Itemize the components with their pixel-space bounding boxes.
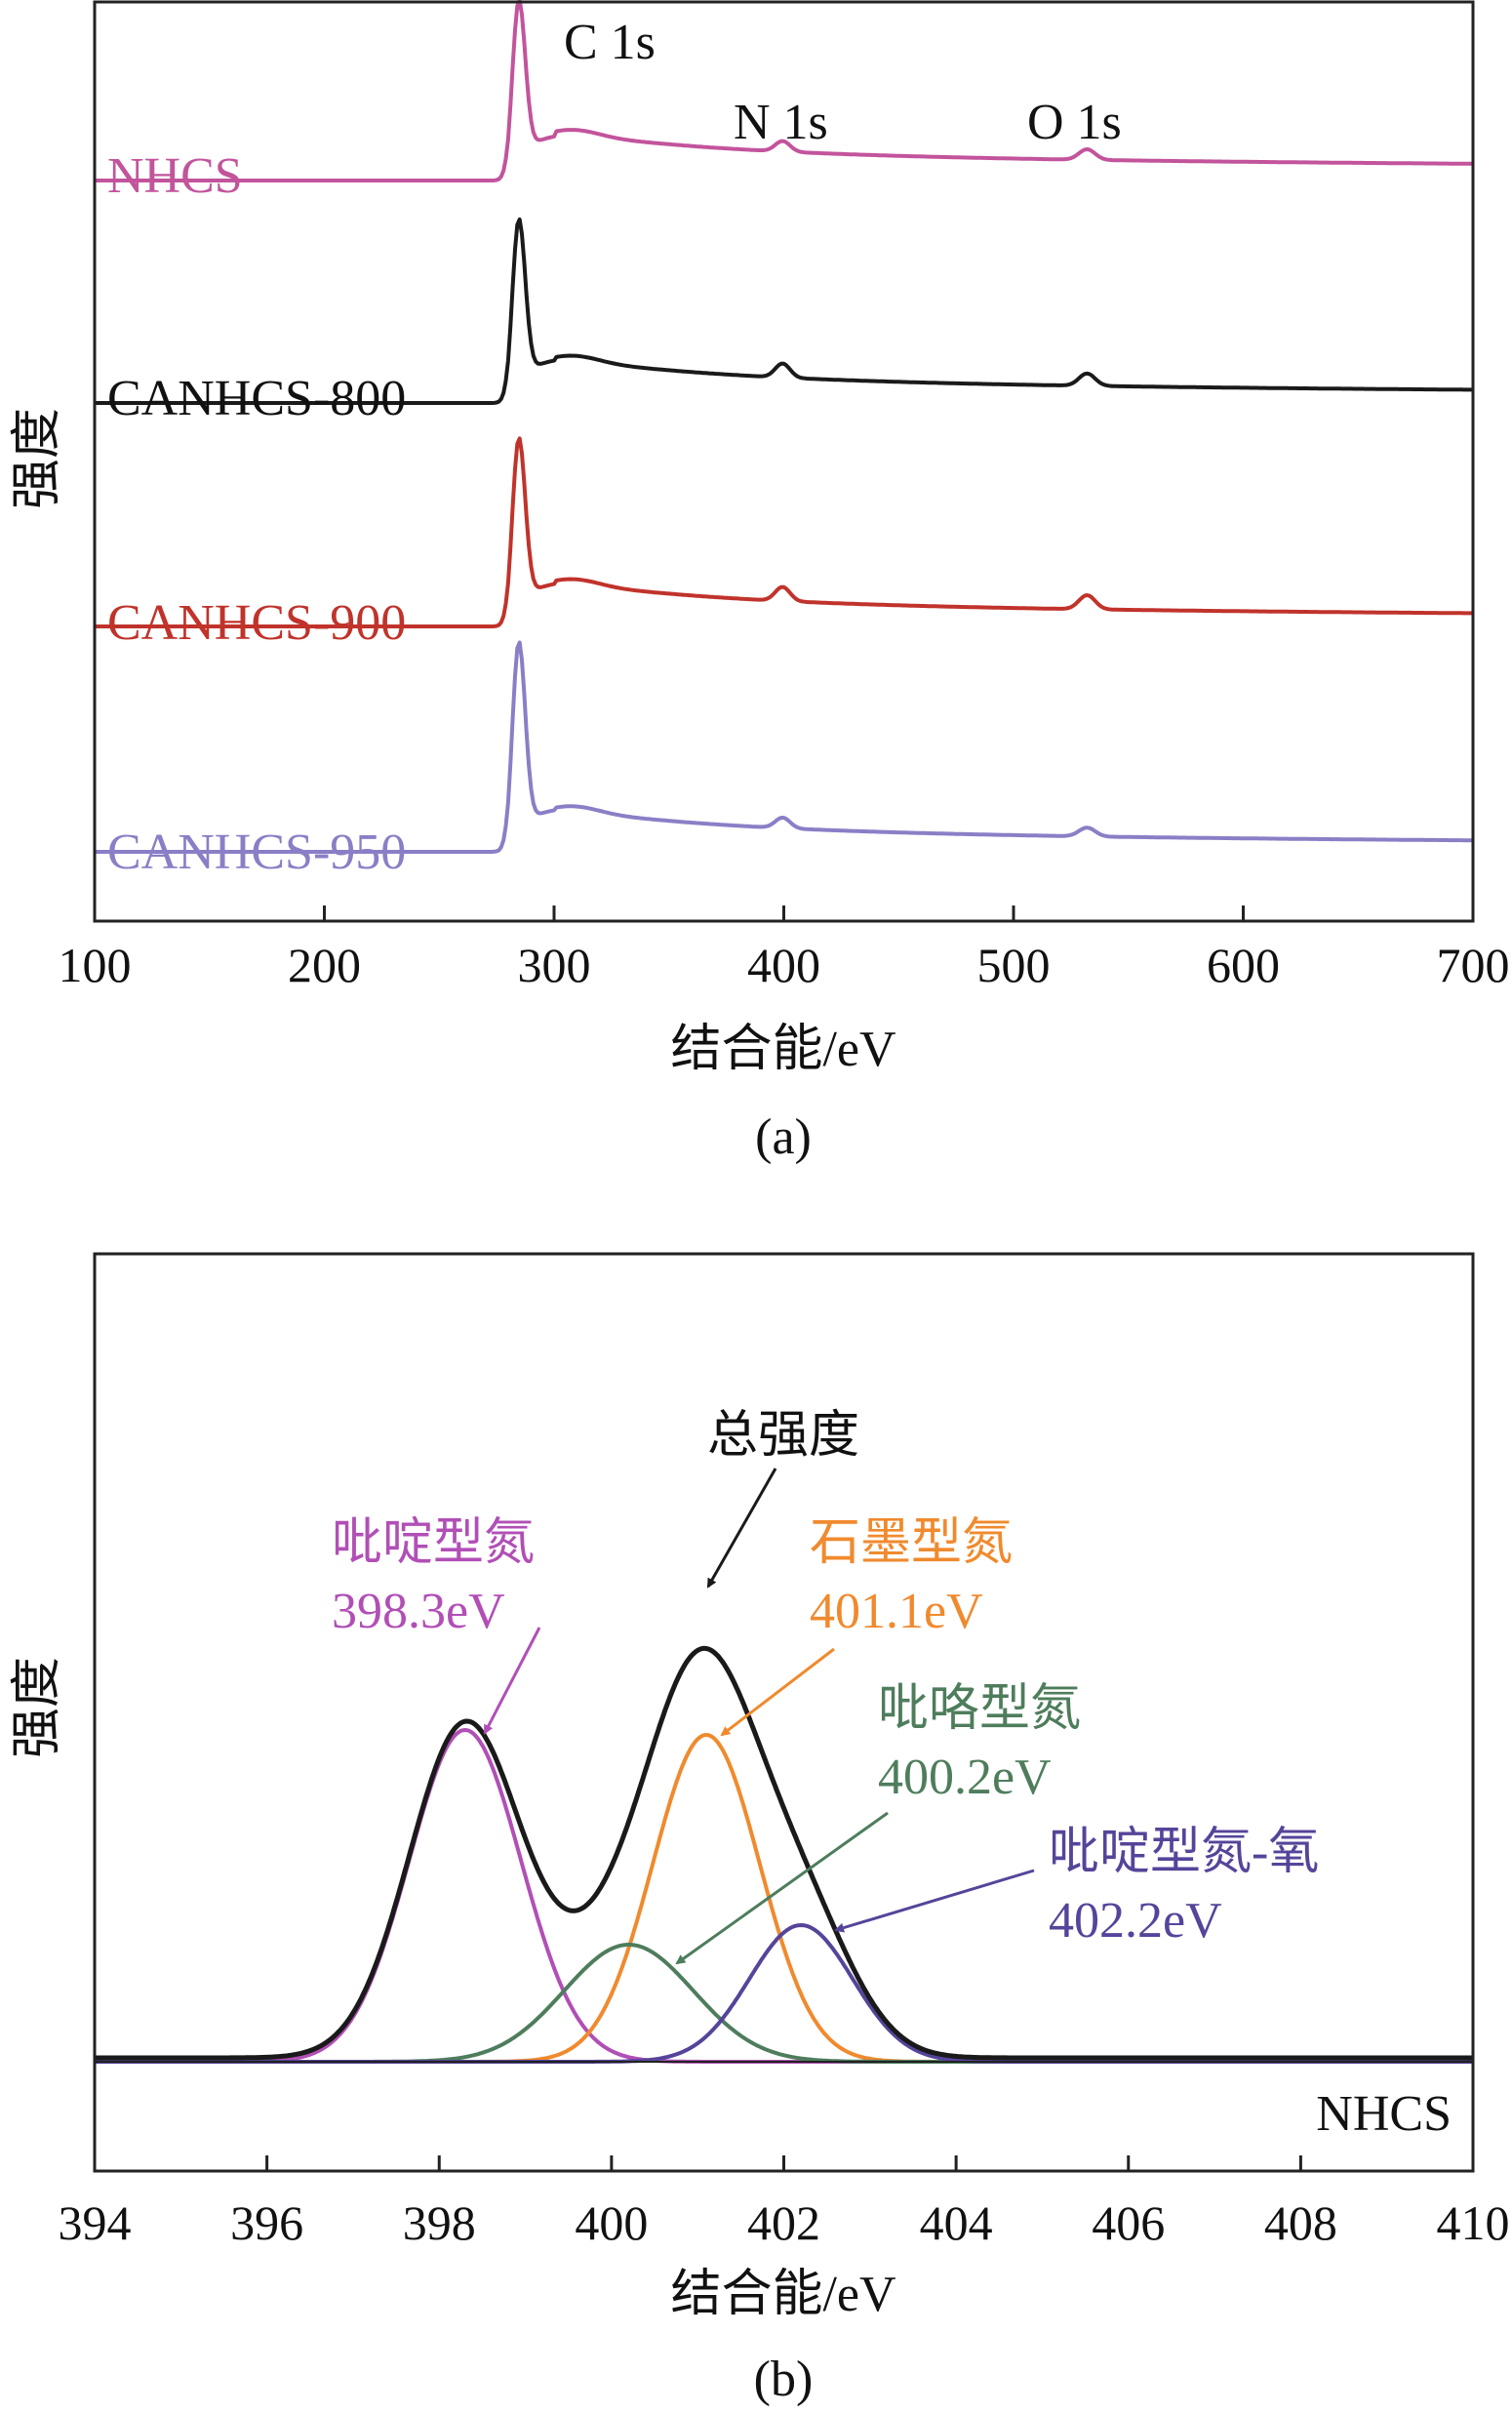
panel-b-x-axis-title: 结合能/eV	[670, 2267, 895, 2322]
label-pyrrolic-n: 吡咯型氮	[878, 1681, 1081, 1737]
panel-a-x-tick-label-700: 700	[1437, 938, 1510, 992]
label-graphitic-n: 石墨型氮	[810, 1515, 1013, 1571]
label-pyridinic-n-energy: 398.3eV	[332, 1584, 505, 1639]
panel-b-x-tick-label-398: 398	[403, 2195, 476, 2250]
panel-b-x-tick-label-408: 408	[1264, 2195, 1337, 2250]
panel-b-x-tick-label-400: 400	[575, 2195, 648, 2250]
series-line-pyridinic-n	[94, 1728, 1474, 2064]
label-pyridinic-n-oxide-energy: 402.2eV	[1049, 1893, 1222, 1949]
panel-a-x-tick-label-500: 500	[977, 938, 1051, 992]
panel-a-x-tick-label-200: 200	[288, 938, 361, 992]
label-pyridinic-n-oxide: 吡啶型氮-氧	[1049, 1825, 1319, 1880]
arrow-graphitic-n	[720, 1647, 835, 1737]
panel-b-x-tick-label-396: 396	[230, 2195, 303, 2250]
panel-b-y-axis-title: 强度	[10, 1657, 65, 1758]
panel-b-frame	[93, 1252, 1475, 2173]
panel-b-x-tick-label-406: 406	[1092, 2195, 1165, 2250]
panel-b-label: (b)	[754, 2352, 814, 2407]
sample-label-nhcs: NHCS	[1316, 2086, 1452, 2142]
series-label-canhcs-800: CANHCS-800	[107, 371, 406, 426]
series-label-canhcs-950: CANHCS-950	[107, 825, 406, 880]
panel-b-x-tick-label-394: 394	[59, 2195, 132, 2250]
series-line-nhcs	[95, 0, 1473, 182]
label-pyridinic-n: 吡啶型氮	[332, 1515, 535, 1571]
panel-b-x-tick-label-404: 404	[920, 2195, 993, 2250]
series-label-canhcs-900: CANHCS-900	[107, 595, 406, 651]
label-pyrrolic-n-energy: 400.2eV	[878, 1750, 1052, 1805]
series-line-canhcs-900	[95, 436, 1473, 628]
panel-a-x-tick-label-300: 300	[518, 938, 591, 992]
series-label-nhcs: NHCS	[107, 148, 243, 204]
series-line-canhcs-950	[95, 640, 1473, 854]
label-total-intensity: 总强度	[707, 1408, 859, 1464]
series-line-total-intensity	[94, 1645, 1474, 2061]
panel-b-x-tick-label-402: 402	[747, 2195, 820, 2250]
arrow-pyrrolic-n	[675, 1811, 889, 1965]
series-line-pyrrolic-n	[94, 1943, 1474, 2064]
panel-a-x-tick-label-100: 100	[59, 938, 132, 992]
panel-a-x-tick-label-600: 600	[1207, 938, 1280, 992]
panel-b: 394 396 398 400 402 404 406 408 410 总强度 吡啶型氮 398…	[10, 1252, 1510, 2407]
panel-a: 100 200 300 400 500 600 700 C 1s N 1s O 1s NHC…	[10, 0, 1510, 1165]
peak-label-c1s: C 1s	[564, 15, 656, 70]
panel-b-x-tick-label-410: 410	[1437, 2195, 1510, 2250]
panel-a-x-tick-label-400: 400	[747, 938, 820, 992]
arrow-total-intensity	[706, 1468, 777, 1589]
arrow-pyridinic-n	[483, 1627, 541, 1735]
series-line-canhcs-800	[95, 217, 1473, 405]
panel-b-x-ticks: 394 396 398 400 402 404 406 408 410	[59, 2155, 1510, 2250]
panel-a-series	[95, 0, 1473, 854]
label-graphitic-n-energy: 401.1eV	[810, 1584, 983, 1639]
series-line-graphitic-n	[94, 1733, 1474, 2064]
panel-a-x-axis-title: 结合能/eV	[670, 1022, 895, 1077]
peak-label-o1s: O 1s	[1027, 95, 1122, 150]
panel-a-y-axis-title: 强度	[10, 408, 65, 509]
arrow-pyridinic-n-oxide	[834, 1869, 1035, 1933]
panel-a-x-ticks: 100 200 300 400 500 600 700	[59, 905, 1510, 992]
panel-a-label: (a)	[755, 1109, 812, 1165]
peak-label-n1s: N 1s	[734, 95, 828, 150]
